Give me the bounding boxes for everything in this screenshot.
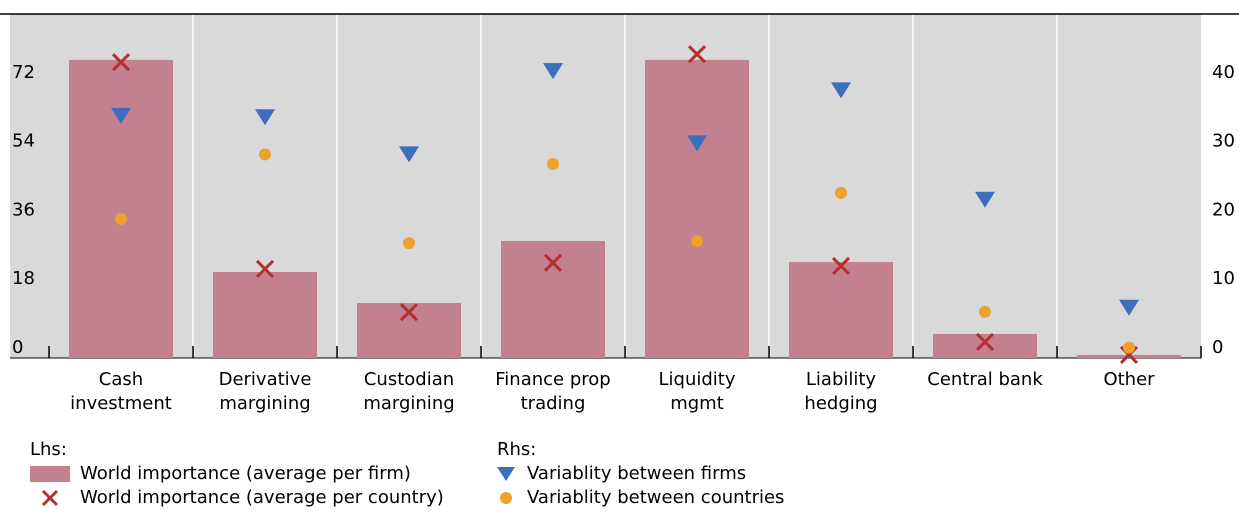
- triangle-marker: [831, 82, 851, 99]
- y-tick-label: 0: [12, 337, 23, 358]
- y2-tick-label: 10: [1212, 268, 1235, 289]
- legend-swatch: [30, 466, 70, 482]
- x-tick-label: Derivative margining: [218, 369, 312, 414]
- legend-label: World importance (average per firm): [80, 463, 411, 484]
- y-tick-label: 36: [12, 199, 35, 220]
- bar: [789, 262, 893, 358]
- y2-tick-label: 20: [1212, 199, 1235, 220]
- x-tick-label: Finance prop trading: [495, 369, 611, 414]
- bar: [501, 241, 605, 358]
- legend-label: World importance (average per country): [80, 487, 444, 508]
- x-tick-label: Custodian margining: [363, 369, 455, 414]
- x-tick-label: Liquidity mgmt: [658, 369, 736, 414]
- triangle-marker: [543, 63, 563, 80]
- cross-marker: [255, 259, 275, 279]
- triangle-marker: [111, 107, 131, 124]
- bar: [213, 272, 317, 358]
- dot-marker: [259, 148, 271, 161]
- legend-label: Variablity between firms: [527, 463, 746, 484]
- dot-marker: [979, 305, 991, 318]
- triangle-marker: [687, 135, 707, 152]
- bar: [933, 333, 1037, 358]
- triangle-marker: [975, 191, 995, 208]
- triangle-marker: [399, 146, 419, 163]
- dot-marker: [835, 186, 847, 199]
- legend-label: Variablity between countries: [527, 487, 784, 508]
- x-tick-label: Other: [1103, 369, 1155, 390]
- y2-tick-label: 40: [1212, 62, 1235, 83]
- y2-tick-label: 0: [1212, 337, 1223, 358]
- y2-tick-label: 30: [1212, 131, 1235, 152]
- y-tick-label: 18: [12, 268, 35, 289]
- legend-group-title: Rhs:: [497, 439, 536, 460]
- cross-marker: [543, 253, 563, 272]
- triangle-marker: [255, 109, 275, 126]
- x-tick-label: Liability hedging: [804, 369, 878, 414]
- cross-marker: [687, 45, 707, 64]
- y-tick-label: 72: [12, 62, 35, 83]
- cross-marker: [975, 332, 995, 352]
- legend-swatch: [41, 489, 59, 507]
- x-tick-label: Cash investment: [70, 369, 172, 414]
- cross-marker: [111, 53, 131, 72]
- dot-marker: [547, 157, 559, 170]
- cross-marker: [831, 256, 851, 275]
- legend-group-title: Lhs:: [30, 439, 67, 460]
- legend-swatch: [497, 467, 515, 481]
- dot-marker: [691, 235, 703, 248]
- cross-marker: [399, 303, 419, 322]
- triangle-marker: [1119, 299, 1139, 316]
- legend-swatch: [500, 492, 512, 504]
- dot-marker: [1123, 341, 1135, 354]
- bar: [69, 59, 173, 358]
- dot-marker: [115, 213, 127, 226]
- plot-background: [10, 14, 1201, 358]
- dot-marker: [403, 237, 415, 250]
- x-tick-label: Central bank: [927, 369, 1043, 390]
- y-tick-label: 54: [12, 131, 35, 152]
- bar: [645, 59, 749, 358]
